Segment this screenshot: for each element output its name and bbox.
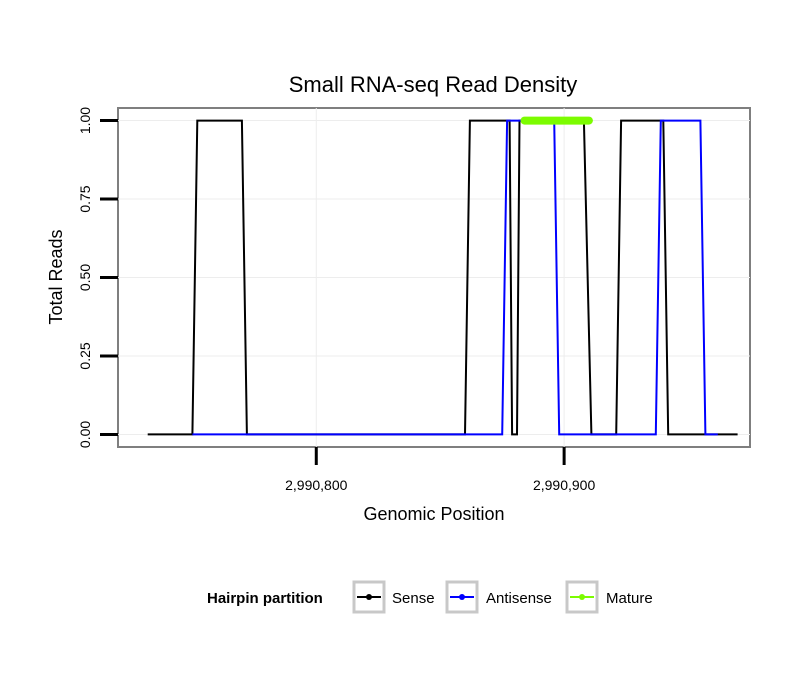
- x-axis: 2,990,800 2,990,900: [285, 447, 595, 493]
- x-tick-label: 2,990,900: [533, 477, 595, 493]
- series-line-sense: [147, 119, 738, 436]
- legend-label-sense: Sense: [392, 590, 435, 607]
- y-tick-label: 0.00: [77, 421, 93, 448]
- legend: Hairpin partition Sense Antisense Mature: [207, 580, 653, 614]
- legend-label-antisense: Antisense: [486, 590, 552, 607]
- x-axis-label: Genomic Position: [363, 504, 504, 524]
- chart-title: Small RNA-seq Read Density: [289, 72, 578, 97]
- legend-title: Hairpin partition: [207, 590, 323, 607]
- legend-point-mature: [579, 594, 585, 600]
- legend-item-mature: Mature: [565, 580, 653, 614]
- legend-item-sense: Sense: [352, 580, 435, 614]
- y-tick-label: 0.25: [77, 342, 93, 369]
- legend-point-sense: [366, 594, 372, 600]
- legend-item-antisense: Antisense: [445, 580, 552, 614]
- series-lines: [147, 116, 738, 436]
- y-tick-label: 1.00: [77, 107, 93, 134]
- series-line-antisense: [192, 119, 718, 436]
- y-axis: 0.00 0.25 0.50 0.75 1.00: [77, 107, 118, 448]
- y-axis-label: Total Reads: [46, 229, 66, 324]
- legend-point-antisense: [459, 594, 465, 600]
- y-tick-label: 0.50: [77, 264, 93, 291]
- y-tick-label: 0.75: [77, 185, 93, 212]
- legend-label-mature: Mature: [606, 590, 653, 607]
- x-tick-label: 2,990,800: [285, 477, 347, 493]
